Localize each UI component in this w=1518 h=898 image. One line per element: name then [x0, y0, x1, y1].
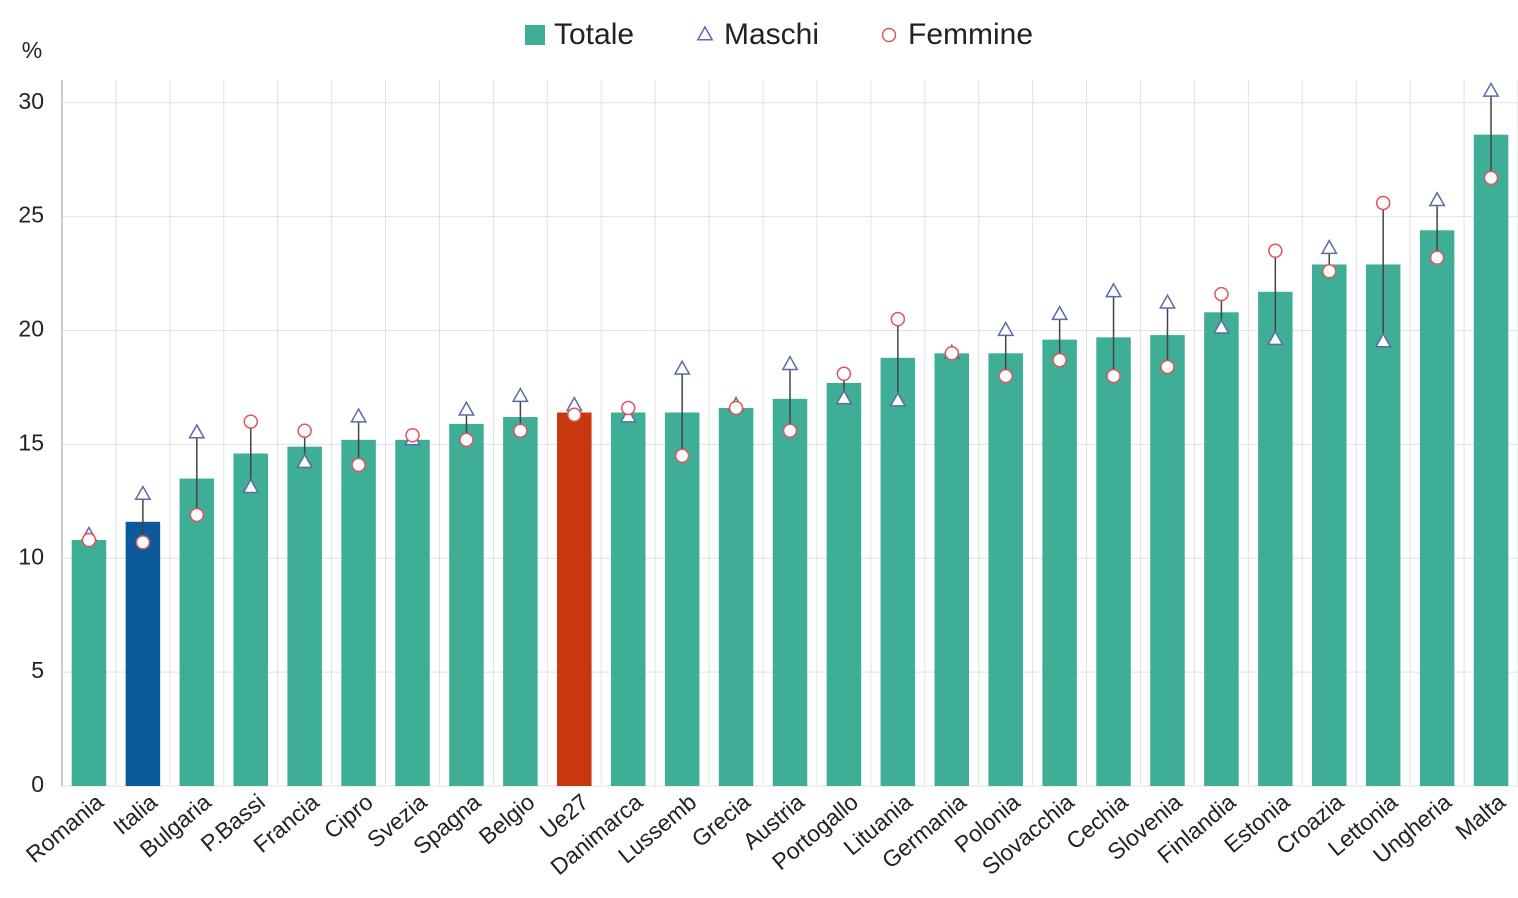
circle-marker: [1052, 352, 1067, 368]
circle-marker: [728, 400, 744, 416]
triangle-marker: [619, 407, 637, 423]
x-tick-group: Malta: [1450, 788, 1510, 844]
circle-marker: [1268, 243, 1283, 259]
triangle-marker: [1482, 81, 1500, 97]
x-tick-group: Romania: [21, 788, 108, 867]
triangle-marker: [1266, 330, 1284, 346]
circle-marker: [1375, 195, 1391, 211]
x-tick-label: Romania: [21, 788, 108, 867]
bar: [557, 412, 592, 786]
triangle-marker: [997, 320, 1015, 337]
circle-marker: [513, 423, 528, 438]
bar: [1365, 264, 1401, 787]
circle-marker: [405, 428, 420, 443]
bar: [1150, 335, 1185, 786]
bar: [880, 357, 916, 786]
triangle-marker: [134, 484, 152, 501]
x-tick-label: Belgio: [474, 789, 540, 850]
circle-marker: [243, 414, 258, 429]
circle-marker: [1106, 368, 1121, 384]
x-tick-label: Malta: [1450, 788, 1510, 844]
circle-marker: [1322, 264, 1337, 279]
bar: [287, 446, 322, 786]
circle-marker: [944, 346, 960, 361]
circle-marker: [1483, 170, 1499, 186]
triangle-marker: [673, 359, 691, 375]
bar: [1042, 339, 1077, 786]
x-tick-group: Belgio: [474, 789, 540, 850]
triangle-marker: [1051, 305, 1069, 321]
bar: [395, 439, 430, 786]
circle-marker: [998, 368, 1013, 384]
triangle-marker: [511, 387, 529, 403]
circle-marker: [135, 535, 151, 550]
triangle-marker: [889, 391, 907, 407]
bar: [1312, 264, 1347, 787]
triangle-marker: [1158, 293, 1176, 309]
y-tick-label: 25: [18, 202, 44, 228]
circle-marker: [1214, 286, 1229, 302]
triangle-marker: [296, 453, 314, 469]
triangle-marker: [1374, 332, 1392, 348]
circle-marker: [459, 432, 474, 448]
legend-label: Totale: [554, 18, 634, 51]
circle-marker: [189, 507, 205, 523]
bar: [934, 353, 970, 786]
bar: [988, 353, 1023, 786]
triangle-marker: [1320, 238, 1338, 255]
circle-marker: [782, 423, 798, 438]
legend-symbol: [525, 25, 545, 45]
y-tick-label: 10: [18, 543, 44, 569]
y-tick-label: 30: [18, 88, 44, 114]
circle-marker: [1429, 250, 1445, 265]
bar: [1096, 337, 1131, 786]
legend-symbol: [881, 27, 897, 43]
legend-symbol: [696, 25, 714, 41]
bar: [125, 521, 161, 786]
triangle-marker: [1428, 191, 1446, 207]
circle-marker: [1160, 359, 1175, 375]
circle-marker: [890, 311, 906, 327]
bar: [449, 423, 484, 786]
bar: [1258, 291, 1293, 786]
bar: [1473, 134, 1509, 786]
triangle-marker: [1212, 318, 1230, 334]
bar: [71, 540, 107, 786]
bar: [610, 412, 646, 786]
circle-marker: [297, 423, 312, 438]
triangle-marker: [457, 400, 475, 416]
bar: [1419, 230, 1455, 786]
circle-marker: [674, 448, 690, 464]
triangle-marker: [242, 478, 260, 494]
bar: [718, 407, 754, 786]
bar: [503, 417, 538, 786]
circle-marker: [620, 400, 636, 416]
legend-label: Maschi: [724, 18, 819, 51]
bar: [772, 398, 808, 786]
bar: [1204, 312, 1239, 786]
circle-marker: [836, 366, 852, 382]
triangle-marker: [835, 389, 853, 405]
triangle-marker: [188, 423, 206, 439]
circle-marker: [351, 457, 366, 473]
y-tick-label: 15: [18, 429, 44, 455]
circle-marker: [567, 407, 582, 423]
bar: [826, 382, 862, 786]
y-tick-label: 0: [31, 771, 44, 797]
y-tick-label: 5: [31, 657, 44, 683]
circle-marker: [81, 532, 97, 548]
y-tick-label: 20: [18, 316, 44, 342]
bar: [233, 453, 268, 786]
bar: [341, 439, 376, 786]
triangle-marker: [350, 407, 368, 423]
triangle-marker: [781, 355, 799, 371]
bar: [179, 478, 215, 786]
y-axis-label: %: [22, 37, 42, 63]
legend-label: Femmine: [908, 18, 1033, 51]
bar: [664, 412, 700, 786]
triangle-marker: [1105, 282, 1123, 298]
